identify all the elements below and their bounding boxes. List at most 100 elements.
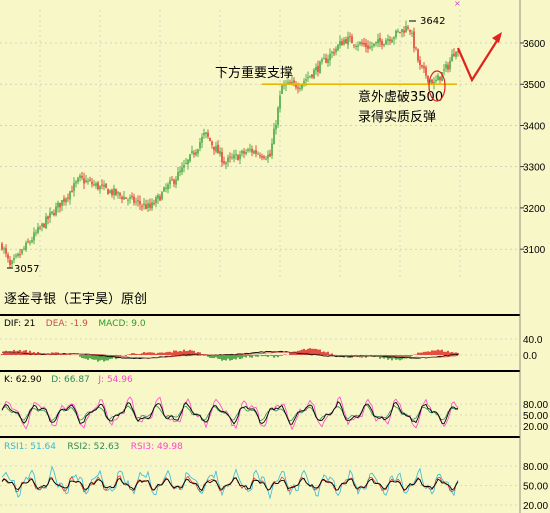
candle-body: [121, 196, 123, 200]
credit-annotation: 逐金寻银（王宇昊）原创: [4, 291, 147, 307]
indicator-tick-label: 50.00: [523, 411, 548, 422]
candle-body: [325, 57, 327, 63]
candle-body: [97, 182, 99, 190]
indicator-header-label: DEA: -1.9: [46, 319, 88, 329]
candle-body: [371, 46, 373, 48]
candle-body: [179, 170, 181, 173]
candle-body: [249, 149, 251, 151]
candle-body: [181, 167, 183, 173]
candle-body: [57, 202, 59, 208]
candle-body: [393, 37, 395, 39]
candle-body: [389, 39, 391, 42]
indicator-tick-label: 20.00: [523, 501, 548, 512]
candle-body: [183, 164, 185, 168]
rsi1-line: [1, 477, 459, 491]
candle-body: [365, 43, 367, 48]
candle-body: [69, 191, 71, 200]
candle-body: [39, 227, 41, 229]
candle-body: [277, 107, 279, 125]
candle-body: [399, 31, 401, 33]
indicator-header-label: RSI3: 49.98: [131, 442, 183, 452]
candle-body: [157, 195, 159, 199]
candle-body: [55, 206, 57, 216]
candle-body: [5, 248, 7, 254]
support-annotation: 下方重要支撑: [215, 65, 293, 81]
candle-body: [109, 190, 111, 193]
candle-body: [319, 61, 321, 74]
candle-body: [145, 204, 147, 209]
indicator-header-label: D: 66.87: [51, 375, 90, 385]
candle-body: [415, 47, 417, 49]
candle-body: [153, 203, 155, 205]
candle-body: [191, 151, 193, 154]
candle-body: [255, 150, 257, 154]
candle-body: [457, 51, 459, 53]
indicator-header-label: DIF: 21: [4, 319, 35, 329]
candle-body: [377, 39, 379, 44]
candle-body: [73, 182, 75, 192]
candle-body: [81, 176, 83, 178]
candle-body: [301, 84, 303, 89]
candle-body: [107, 189, 109, 195]
candle-body: [419, 60, 421, 66]
candle-body: [27, 241, 29, 243]
candle-body: [327, 59, 329, 64]
candle-body: [141, 205, 143, 207]
candle-body: [35, 232, 37, 234]
candle-body: [127, 199, 129, 201]
candle-body: [275, 124, 277, 130]
candle-body: [347, 36, 349, 45]
candle-body: [199, 142, 201, 149]
candle-body: [323, 58, 325, 60]
candle-body: [75, 181, 77, 184]
candle-body: [391, 39, 393, 43]
candle-body: [245, 152, 247, 154]
candle-body: [321, 59, 323, 62]
candle-body: [231, 157, 233, 159]
candle-body: [33, 232, 35, 241]
candle-body: [313, 69, 315, 79]
indicator-header-label: K: 62.90: [4, 375, 42, 385]
candle-body: [311, 74, 313, 78]
candle-body: [139, 200, 141, 205]
candle-body: [397, 30, 399, 32]
candle-body: [219, 150, 221, 155]
candle-body: [135, 201, 137, 203]
candle-body: [51, 211, 53, 214]
candle-body: [11, 260, 13, 265]
candle-body: [317, 65, 319, 72]
candle-body: [257, 153, 259, 155]
candle-body: [265, 158, 267, 160]
rsi-axis: 80.00 50.00 20.00: [523, 462, 548, 512]
candle-body: [407, 27, 409, 29]
candle-body: [263, 156, 265, 159]
candle-body: [441, 72, 443, 82]
candle-body: [9, 260, 11, 266]
candle-body: [165, 187, 167, 189]
price-tick-label: 3300: [523, 163, 546, 174]
candle-body: [91, 181, 93, 185]
candle-body: [453, 53, 455, 56]
candle-body: [43, 223, 45, 228]
kdj-grid: [0, 403, 520, 427]
high-point-label: 3642: [420, 16, 445, 27]
candle-body: [201, 136, 203, 143]
candle-body: [437, 75, 439, 81]
candle-body: [117, 191, 119, 194]
candle-body: [159, 196, 161, 201]
candle-body: [425, 67, 427, 76]
candle-body: [355, 45, 357, 47]
candle-body: [89, 179, 91, 181]
candle-body: [375, 41, 377, 44]
candle-body: [261, 155, 263, 158]
candle-body: [267, 154, 269, 159]
candle-body: [99, 185, 101, 190]
candle-body: [147, 203, 149, 208]
candle-body: [253, 150, 255, 154]
candle-body: [63, 198, 65, 202]
candle-body: [87, 181, 89, 183]
candle-body: [387, 39, 389, 41]
candle-body: [229, 156, 231, 158]
